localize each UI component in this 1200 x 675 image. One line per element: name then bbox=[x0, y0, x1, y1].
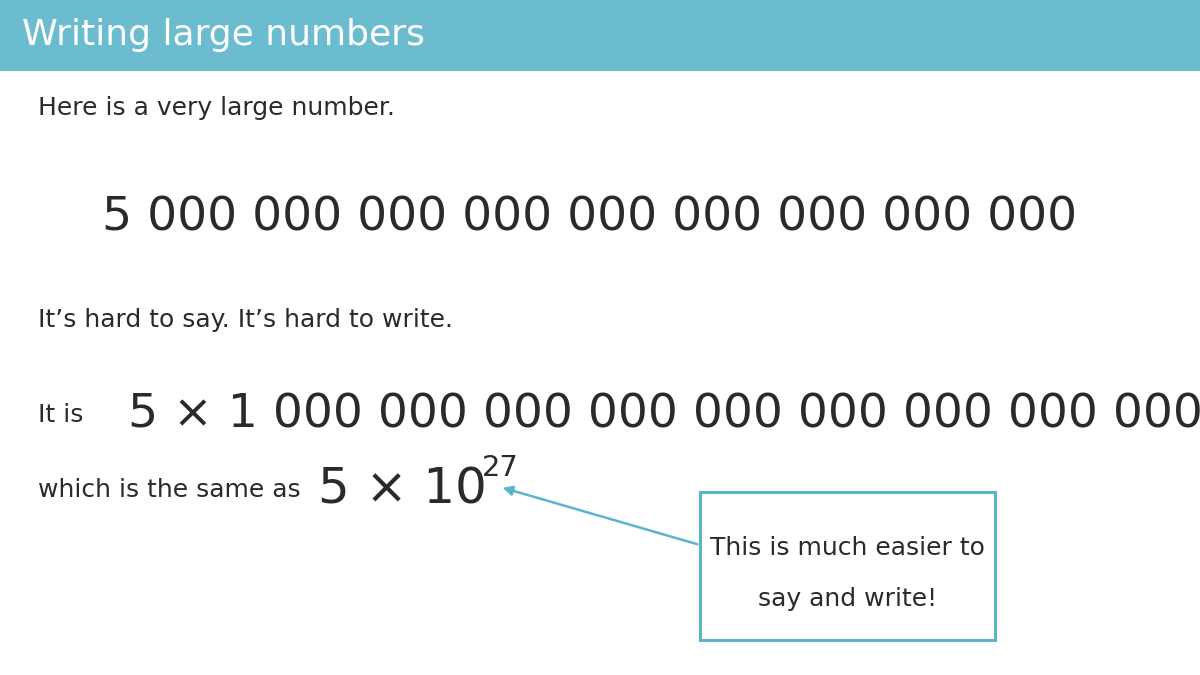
Text: This is much easier to: This is much easier to bbox=[710, 536, 985, 560]
Text: 27: 27 bbox=[482, 454, 518, 482]
Text: 5 × 1 000 000 000 000 000 000 000 000 000: 5 × 1 000 000 000 000 000 000 000 000 00… bbox=[128, 392, 1200, 437]
Text: say and write!: say and write! bbox=[758, 587, 937, 611]
Text: Here is a very large number.: Here is a very large number. bbox=[38, 96, 395, 120]
Text: It is: It is bbox=[38, 403, 83, 427]
Bar bbox=[700, 492, 995, 640]
Text: It’s hard to say. It’s hard to write.: It’s hard to say. It’s hard to write. bbox=[38, 308, 454, 332]
Text: 5 × 10: 5 × 10 bbox=[318, 466, 487, 514]
Bar bbox=[0, 0, 1200, 71]
Text: which is the same as: which is the same as bbox=[38, 478, 301, 502]
Text: 5 000 000 000 000 000 000 000 000 000: 5 000 000 000 000 000 000 000 000 000 bbox=[102, 196, 1078, 240]
Text: Writing large numbers: Writing large numbers bbox=[22, 18, 425, 53]
